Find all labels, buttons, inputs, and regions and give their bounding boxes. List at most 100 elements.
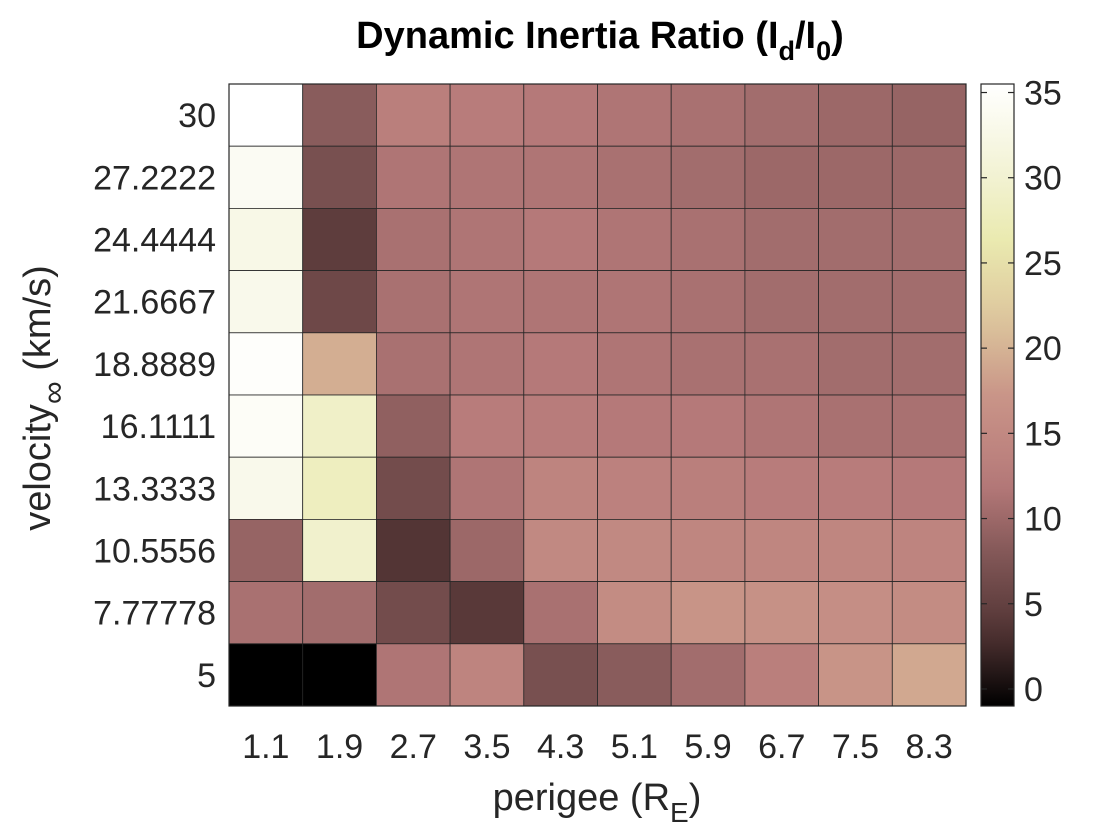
heatmap-cell [744,519,820,583]
heatmap-cell [670,145,746,209]
heatmap-cell [228,456,304,520]
heatmap-cell [449,519,525,583]
x-axis-label: perigee (RE) [493,777,702,828]
heatmap-cell [744,643,820,707]
heatmap-cell [818,581,893,645]
heatmap-cell [891,332,967,396]
heatmap-cell [228,519,304,583]
heatmap-cell [375,145,451,209]
heatmap-cell [523,145,598,209]
heatmap-cell [818,394,893,458]
x-tick-label: 6.7 [758,728,805,766]
heatmap-cell [449,581,525,645]
heatmap-cell [670,207,746,271]
heatmap-cell [818,519,893,583]
y-tick-label: 21.6667 [93,284,216,322]
heatmap-cell [818,270,893,334]
plot-frame [228,83,967,707]
heatmap-cell [375,207,451,271]
colorbar-tick-label: 5 [1024,586,1043,624]
heatmap-cell [744,145,820,209]
heatmap-cell [523,207,598,271]
heatmap-cell [670,519,746,583]
colorbar-tick-label: 20 [1024,330,1062,368]
y-tick-label: 7.77778 [93,595,216,633]
heatmap-cell [302,270,377,334]
heatmap-cell [449,145,525,209]
heatmap-cell [670,83,746,147]
heatmap-cell [891,145,967,209]
x-tick-label: 8.3 [906,728,953,766]
heatmap-cell [670,394,746,458]
x-tick-label: 5.1 [611,728,658,766]
heatmap-cell [375,581,451,645]
heatmap-cell [302,581,377,645]
heatmap-cell [228,394,304,458]
heatmap-cell [375,394,451,458]
heatmap-cell [228,332,304,396]
y-tick-label: 27.2222 [93,159,216,197]
x-tick-label: 3.5 [463,728,510,766]
heatmap-cell [597,145,672,209]
heatmap-cell [744,332,820,396]
y-tick-labels: 30 27.2222 24.4444 21.6667 18.8889 16.1111 13.… [93,97,216,695]
x-tick-label: 5.9 [684,728,731,766]
heatmap-cell [228,643,304,707]
heatmap-cell [523,394,598,458]
heatmap-cell [744,83,820,147]
x-tick-label: 4.3 [537,728,584,766]
heatmap-cell [302,643,377,707]
heatmap-cell [818,643,893,707]
heatmap-cell [302,456,377,520]
y-tick-label: 24.4444 [93,222,216,260]
heatmap-cell [891,643,967,707]
y-axis-label: velocity∞ (km/s) [17,265,71,531]
colorbar-tick-label: 35 [1024,75,1062,113]
heatmap-cell [375,643,451,707]
heatmap-cell [891,83,967,147]
heatmap-cell [597,581,672,645]
y-tick-label: 10.5556 [93,533,216,571]
y-tick-label: 18.8889 [93,346,216,384]
heatmap-cell [523,519,598,583]
heatmap-cell [302,394,377,458]
heatmap-cell [523,581,598,645]
heatmap-cell [670,270,746,334]
x-tick-label: 1.9 [316,728,363,766]
colorbar-tick-label: 25 [1024,245,1062,283]
x-tick-labels: 1.1 1.9 2.7 3.5 4.3 5.1 5.9 6.7 7.5 8.3 [242,728,953,766]
heatmap-cell [744,581,820,645]
colorbar-tick-label: 30 [1024,160,1062,198]
y-tick-label: 5 [197,657,216,695]
heatmap-cell [523,456,598,520]
heatmap-cell [228,145,304,209]
x-tick-label: 7.5 [832,728,879,766]
heatmap-cell [449,456,525,520]
heatmap-cell [891,394,967,458]
heatmap-cell [818,145,893,209]
heatmap-cell [597,83,672,147]
heatmap-cell [523,270,598,334]
colorbar-tick-label: 0 [1024,671,1043,709]
heatmap-cell [375,83,451,147]
y-tick-label: 16.1111 [101,408,216,446]
heatmap-cell [597,643,672,707]
colorbar [980,83,1015,707]
colorbar-ticks: 0 5 10 15 20 25 30 35 [981,75,1062,709]
heatmap-cell [670,643,746,707]
heatmap-cell [523,83,598,147]
heatmap-cell [449,207,525,271]
heatmap-cell [302,519,377,583]
heatmap-cell [449,643,525,707]
heatmap-cell [302,83,377,147]
heatmap-cell [228,83,304,147]
x-tick-label: 2.7 [390,728,437,766]
heatmap-cell [449,332,525,396]
heatmap-cell [744,456,820,520]
heatmap-cell [818,456,893,520]
heatmap-cell [375,519,451,583]
heatmap-cell [744,270,820,334]
heatmap-cell [228,207,304,271]
heatmap-cell [375,332,451,396]
heatmap-cell [597,519,672,583]
